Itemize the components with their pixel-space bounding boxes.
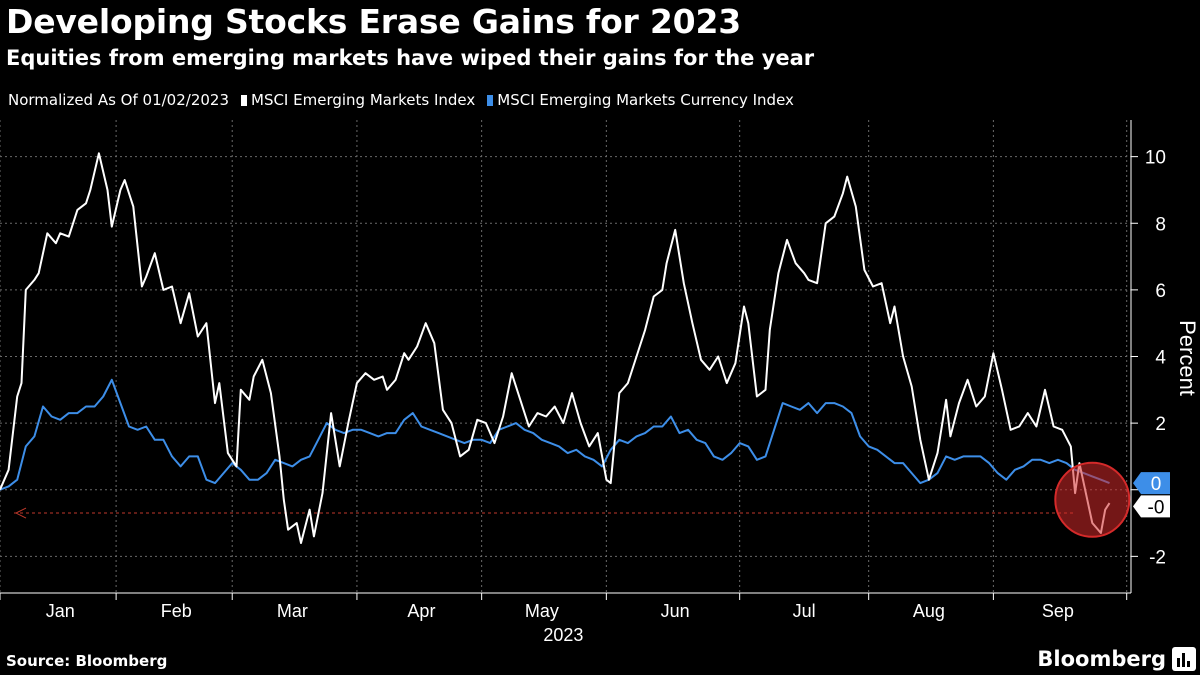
series-line-currency-index <box>0 378 1110 491</box>
chart-axes: -2 2 4 6 8 10 Jan Feb Mar Apr May Jun Jul Aug Sep 2023 P… <box>0 120 1200 645</box>
chart-series <box>0 152 1111 544</box>
y-tick-label: -2 <box>1149 547 1166 568</box>
series-line-em-index <box>0 152 1111 544</box>
legend-swatch-blue <box>487 94 494 106</box>
end-label-em-bg <box>1133 495 1170 518</box>
y-axis-label: Percent <box>1175 320 1200 396</box>
end-label-currency: 0 <box>1151 474 1162 495</box>
source-note: Source: Bloomberg <box>6 652 168 670</box>
page-subtitle: Equities from emerging markets have wipe… <box>6 46 815 70</box>
x-tick-label: Jun <box>661 601 690 621</box>
reference-arrow-icon <box>14 507 27 519</box>
bloomberg-logo-icon <box>1172 647 1196 671</box>
legend-note: Normalized As Of 01/02/2023 <box>8 91 229 109</box>
end-label-em: -0 <box>1148 497 1165 518</box>
end-label-currency-bg <box>1133 472 1170 495</box>
x-tick-label: Feb <box>161 601 192 621</box>
legend-item-msci-em-index: MSCI Emerging Markets Index <box>241 91 475 109</box>
x-tick-label: Aug <box>913 601 945 621</box>
x-tick-label: Apr <box>407 601 435 621</box>
y-tick-label: 8 <box>1155 214 1166 235</box>
legend-label-msci-em-index: MSCI Emerging Markets Index <box>251 91 476 109</box>
legend-item-msci-em-currency: MSCI Emerging Markets Currency Index <box>487 91 794 109</box>
x-tick-label: Sep <box>1042 601 1074 621</box>
x-tick-label: May <box>525 601 559 621</box>
highlight-marker <box>1054 461 1131 538</box>
x-tick-label: Jan <box>46 601 75 621</box>
legend-label-msci-em-currency: MSCI Emerging Markets Currency Index <box>497 91 794 109</box>
page-title: Developing Stocks Erase Gains for 2023 <box>6 2 741 41</box>
y-tick-label: 10 <box>1145 148 1166 169</box>
chart-grid <box>0 120 1131 593</box>
y-tick-label: 4 <box>1155 348 1166 369</box>
highlight-circle <box>1054 461 1131 538</box>
x-year-label: 2023 <box>543 625 583 645</box>
x-tick-label: Mar <box>277 601 308 621</box>
chart-legend: Normalized As Of 01/02/2023 MSCI Emergin… <box>8 91 806 109</box>
reference-line <box>14 507 1075 519</box>
legend-note-label: Normalized As Of 01/02/2023 <box>8 91 229 109</box>
y-tick-label: 2 <box>1155 414 1166 435</box>
y-tick-label: 6 <box>1155 281 1166 302</box>
end-value-labels: 0-0 <box>1133 472 1170 518</box>
legend-swatch-white <box>241 94 247 106</box>
x-tick-label: Jul <box>793 601 816 621</box>
brand-name: Bloomberg <box>1037 647 1166 671</box>
